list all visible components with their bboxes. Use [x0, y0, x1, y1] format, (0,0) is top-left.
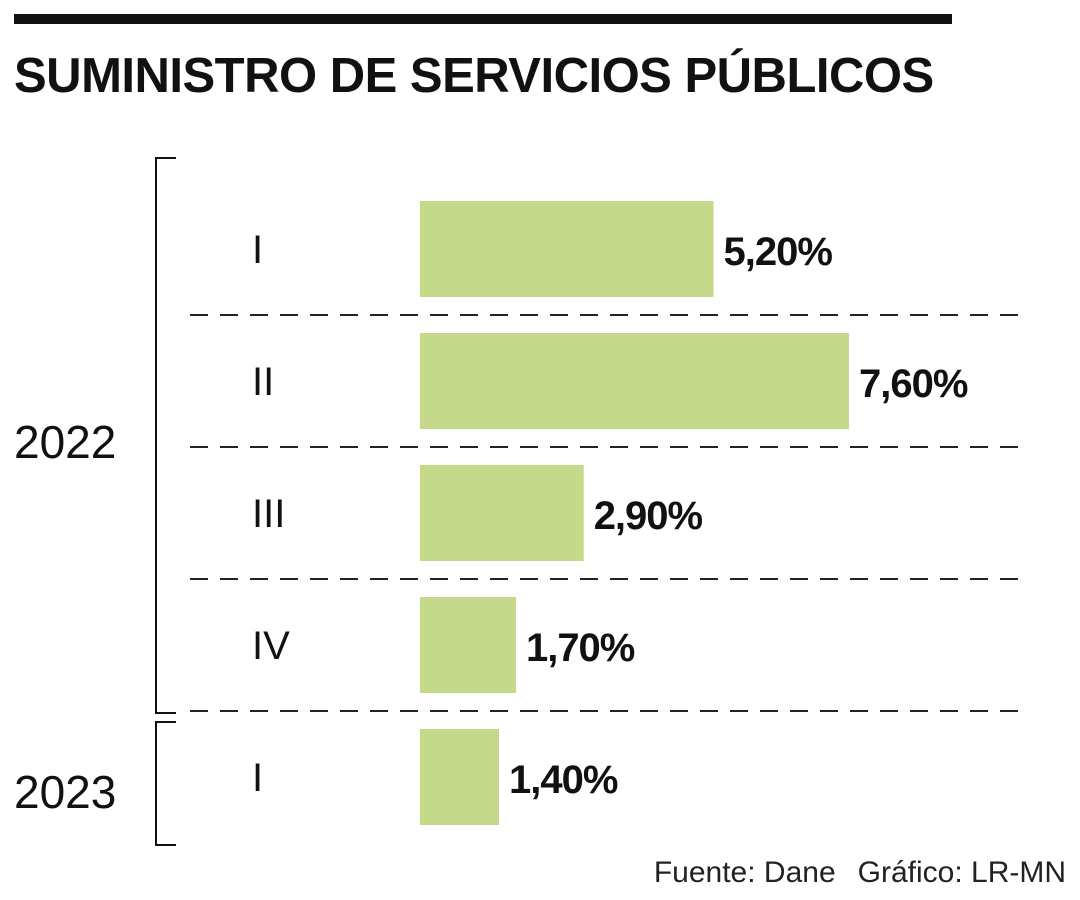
value-label-1: 5,20% [724, 230, 833, 274]
bars [420, 201, 849, 825]
bracket-2023 [155, 721, 176, 846]
source-text: Fuente: Dane [653, 856, 836, 889]
category-label-2: II [252, 360, 274, 404]
year-labels: 2022 2023 [14, 416, 116, 818]
top-rule [14, 14, 952, 24]
source-line: Fuente: Dane Gráfico: LR-MN [654, 856, 1066, 890]
year-label-2022: 2022 [14, 416, 116, 468]
year-brackets [155, 157, 176, 846]
value-labels: 5,20% 7,60% 2,90% 1,70% 1,40% [509, 230, 969, 802]
bracket-2022 [155, 157, 176, 714]
category-label-4: IV [252, 624, 290, 668]
category-label-1: I [252, 228, 263, 272]
category-label-3: III [252, 492, 285, 536]
category-label-5: I [252, 756, 263, 800]
row-dividers [190, 314, 1020, 712]
bar-5 [420, 729, 500, 825]
bar-4 [420, 597, 516, 693]
value-label-2: 7,60% [859, 362, 968, 406]
value-label-5: 1,40% [509, 758, 618, 802]
bar-1 [420, 201, 714, 297]
credit-text: Gráfico: LR-MN [857, 856, 1066, 889]
bar-2 [420, 333, 849, 429]
bar-3 [420, 465, 584, 561]
chart-title: SUMINISTRO DE SERVICIOS PÚBLICOS [14, 49, 934, 103]
value-label-3: 2,90% [594, 494, 703, 538]
value-label-4: 1,70% [526, 626, 635, 670]
year-label-2023: 2023 [14, 766, 116, 818]
